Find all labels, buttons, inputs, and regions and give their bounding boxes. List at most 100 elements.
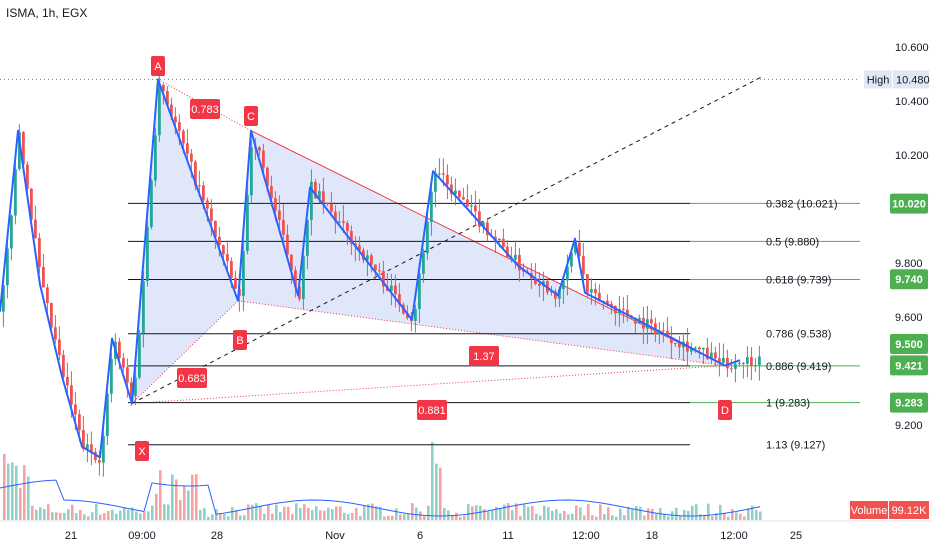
- candle-body: [662, 330, 665, 332]
- volume-bar: [483, 508, 486, 520]
- candle-body: [346, 222, 349, 231]
- volume-bar: [399, 514, 402, 520]
- volume-bar: [639, 506, 642, 520]
- candle-body: [62, 354, 65, 377]
- candle-body: [690, 348, 693, 352]
- candle-body: [190, 153, 193, 162]
- candle-body: [758, 356, 761, 366]
- candle-body: [258, 147, 261, 151]
- candle-body: [230, 261, 233, 278]
- candle-body: [294, 270, 297, 287]
- volume-bars: [3, 442, 762, 520]
- y-tick-label: 10.400: [895, 96, 929, 108]
- volume-bar: [275, 504, 278, 520]
- volume-bar: [627, 506, 630, 520]
- volume-bar: [587, 504, 590, 520]
- x-tick-label: 25: [790, 530, 802, 542]
- volume-bar: [127, 509, 130, 520]
- volume-bar: [323, 510, 326, 520]
- candle-body: [282, 219, 285, 235]
- time-axis[interactable]: 21 09:00 28 Nov 6 11 12:00 18 12:00 25: [0, 520, 932, 550]
- x-tick-label: 28: [211, 530, 223, 542]
- candle-body: [18, 132, 21, 169]
- volume-bar: [467, 504, 470, 520]
- volume-bar: [319, 510, 322, 520]
- candle-body: [426, 221, 429, 254]
- volume-bar: [743, 516, 746, 520]
- volume-bar: [75, 513, 78, 520]
- candle-body: [178, 122, 181, 131]
- candle-body: [174, 116, 177, 123]
- svg-text:9.740: 9.740: [895, 274, 923, 286]
- svg-text:99.12K: 99.12K: [892, 505, 928, 517]
- volume-bar: [451, 515, 454, 520]
- volume-bar: [167, 504, 170, 520]
- volume-bar: [351, 512, 354, 520]
- volume-bar: [11, 462, 14, 520]
- volume-bar: [175, 479, 178, 520]
- volume-bar: [739, 513, 742, 520]
- svg-text:10.020: 10.020: [892, 199, 926, 211]
- candle-body: [286, 234, 289, 255]
- candle-body: [202, 185, 205, 201]
- volume-bar: [147, 511, 150, 520]
- candle-body: [378, 270, 381, 272]
- candle-body: [218, 236, 221, 246]
- volume-bar: [123, 508, 126, 520]
- harmonic-point-d: D: [718, 400, 732, 420]
- candle-body: [594, 289, 597, 293]
- price-axis[interactable]: 10.600 10.400 10.200 9.800 9.600 9.200 High 10.…: [850, 0, 932, 550]
- volume-bar: [211, 514, 214, 520]
- volume-bar: [367, 504, 370, 520]
- volume-bar: [359, 515, 362, 520]
- volume-bar: [607, 507, 610, 520]
- candle-body: [74, 404, 77, 415]
- volume-bar: [71, 504, 74, 520]
- volume-bar: [79, 509, 82, 520]
- candle-body: [534, 278, 537, 284]
- volume-bar: [335, 506, 338, 520]
- y-tick-label: 9.600: [895, 312, 923, 324]
- volume-bar: [695, 504, 698, 520]
- candle-body: [382, 271, 385, 287]
- candle-body: [210, 208, 213, 221]
- candle-body: [54, 327, 57, 340]
- candle-body: [130, 382, 133, 396]
- volume-bar: [39, 507, 42, 520]
- volume-bar: [719, 504, 722, 520]
- candle-body: [66, 376, 69, 386]
- x-tick-label: Nov: [325, 530, 345, 542]
- harmonic-point-b: B: [233, 330, 247, 350]
- volume-bar: [119, 510, 122, 520]
- volume-bar: [135, 511, 138, 520]
- volume-bar: [623, 515, 626, 520]
- candle-body: [338, 221, 341, 223]
- candle-body: [30, 188, 33, 220]
- x-tick-label: 12:00: [720, 530, 748, 542]
- candle-body: [298, 286, 301, 300]
- volume-bar: [759, 511, 762, 520]
- volume-bar: [63, 512, 66, 520]
- volume-bar: [115, 513, 118, 520]
- candle-body: [34, 219, 37, 239]
- candle-body: [698, 347, 701, 350]
- volume-bar: [19, 487, 22, 520]
- candle-body: [242, 251, 245, 296]
- volume-bar: [415, 507, 418, 520]
- svg-text:10.480: 10.480: [896, 74, 930, 86]
- candle-body: [750, 357, 753, 367]
- candle-body: [646, 319, 649, 329]
- candle-body: [222, 245, 225, 255]
- fib-level-label: 0.5 (9.880): [766, 236, 819, 248]
- volume-bar: [387, 515, 390, 520]
- harmonic-ratio-badge: 1.37: [469, 346, 499, 366]
- candle-body: [194, 161, 197, 186]
- candle-body: [90, 444, 93, 452]
- volume-bar: [43, 508, 46, 520]
- candle-body: [418, 273, 421, 310]
- candle-body: [290, 254, 293, 271]
- candle-body: [714, 352, 717, 359]
- volume-bar: [231, 507, 234, 520]
- candle-body: [274, 198, 277, 211]
